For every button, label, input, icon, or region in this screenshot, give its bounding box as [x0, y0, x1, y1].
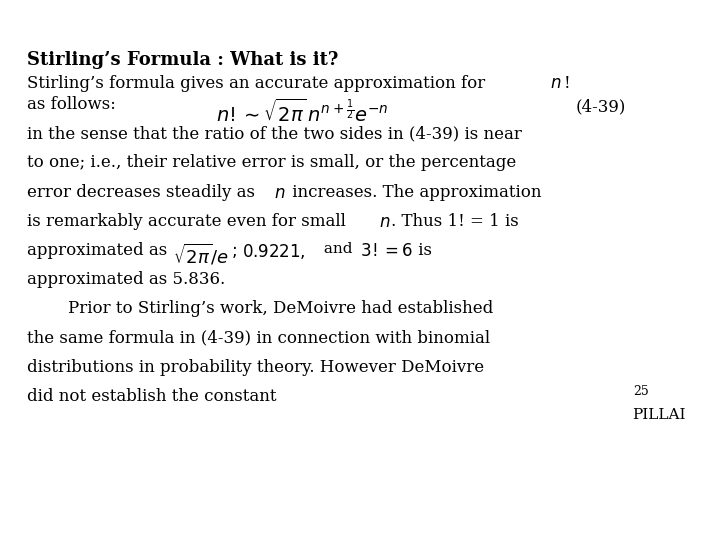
Text: . Thus 1! = 1 is: . Thus 1! = 1 is: [391, 213, 518, 230]
Text: as follows:: as follows:: [27, 96, 116, 113]
Text: is: is: [413, 242, 431, 259]
Text: PILLAI: PILLAI: [632, 408, 685, 422]
Text: did not establish the constant: did not establish the constant: [27, 388, 277, 404]
Text: approximated as: approximated as: [27, 242, 173, 259]
Text: $n! \sim \sqrt{2\pi}\, n^{n+\frac{1}{2}}e^{-n}$: $n! \sim \sqrt{2\pi}\, n^{n+\frac{1}{2}}…: [216, 98, 389, 125]
Text: increases. The approximation: increases. The approximation: [287, 184, 541, 200]
Text: (4-39): (4-39): [576, 98, 626, 115]
Text: $;\;$: $;\;$: [231, 242, 237, 260]
Text: distributions in probability theory. However DeMoivre: distributions in probability theory. How…: [27, 359, 485, 375]
Text: $n$: $n$: [550, 75, 562, 91]
Text: $n$: $n$: [379, 213, 390, 231]
Text: in the sense that the ratio of the two sides in (4-39) is near: in the sense that the ratio of the two s…: [27, 125, 522, 142]
Text: is remarkably accurate even for small: is remarkably accurate even for small: [27, 213, 351, 230]
Text: Stirling’s formula gives an accurate approximation for: Stirling’s formula gives an accurate app…: [27, 75, 491, 91]
Text: $\sqrt{2\pi}/e$: $\sqrt{2\pi}/e$: [173, 242, 228, 267]
Text: Prior to Stirling’s work, DeMoivre had established: Prior to Stirling’s work, DeMoivre had e…: [68, 300, 494, 317]
Text: !: !: [564, 75, 570, 91]
Text: approximated as 5.836.: approximated as 5.836.: [27, 271, 225, 288]
Text: $n$: $n$: [274, 184, 285, 201]
Text: 25: 25: [634, 385, 649, 398]
Text: to one; i.e., their relative error is small, or the percentage: to one; i.e., their relative error is sm…: [27, 154, 517, 171]
Text: $0.9221,$: $0.9221,$: [242, 242, 305, 261]
Text: Stirling’s Formula : What is it?: Stirling’s Formula : What is it?: [27, 51, 338, 69]
Text: and: and: [319, 242, 353, 256]
Text: error decreases steadily as: error decreases steadily as: [27, 184, 261, 200]
Text: $3! = 6$: $3! = 6$: [350, 242, 413, 260]
Text: the same formula in (4-39) in connection with binomial: the same formula in (4-39) in connection…: [27, 329, 490, 346]
